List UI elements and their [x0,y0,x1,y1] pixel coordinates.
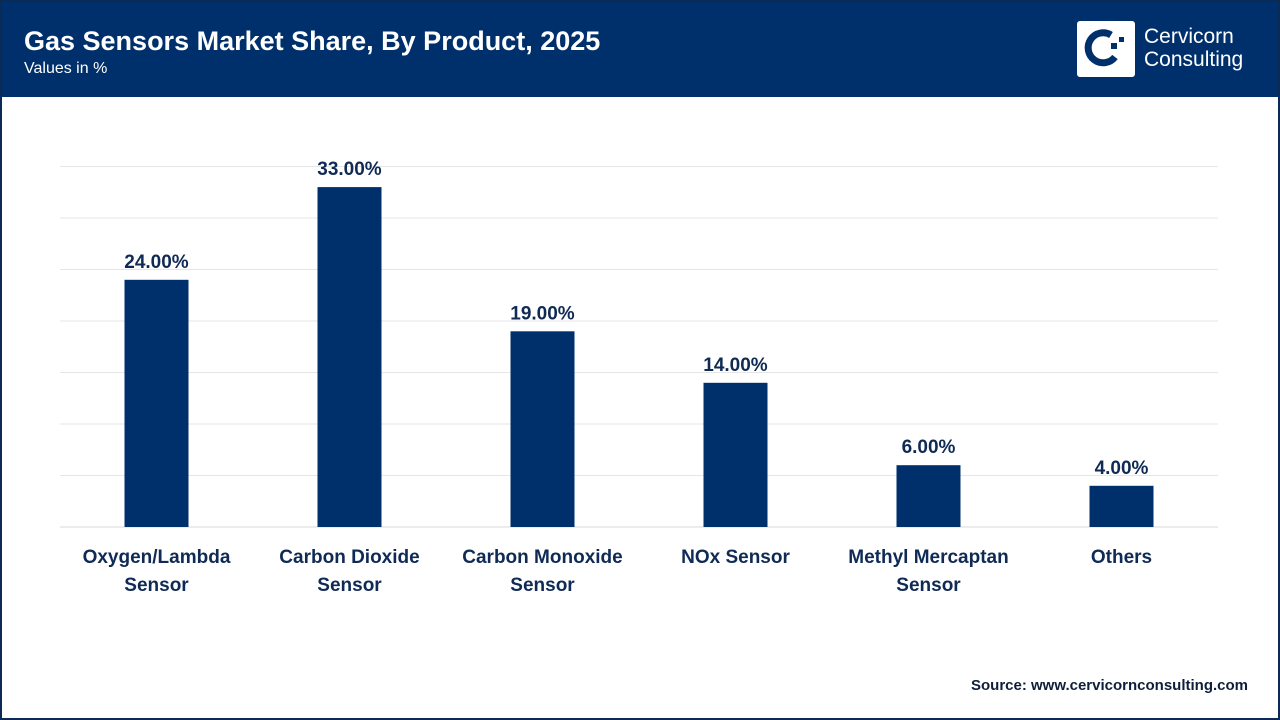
x-tick-label: Sensor [510,575,575,596]
bar [124,279,189,527]
chart-subtitle: Values in % [24,60,108,77]
bar [317,187,382,527]
logo-text: Cervicorn Consulting [1144,25,1243,71]
logo-line2: Consulting [1144,48,1244,71]
x-tick-label: Others [1091,547,1152,568]
chart-title: Gas Sensors Market Share, By Product, 20… [24,26,601,56]
data-label: 6.00% [902,437,956,458]
x-tick-label: Sensor [896,575,961,596]
bar [510,331,575,527]
data-label: 24.00% [124,252,189,273]
x-tick-label: NOx Sensor [681,547,790,568]
data-label: 19.00% [510,303,575,324]
source-note: Source: www.cervicornconsulting.com [970,677,1248,694]
x-tick-label: Carbon Monoxide [462,547,622,568]
x-tick-label: Sensor [317,575,382,596]
bar [703,382,768,527]
data-label: 4.00% [1095,458,1149,479]
logo-icon [1077,21,1135,77]
logo-line1: Cervicorn [1144,25,1234,48]
data-label: 33.00% [317,159,382,180]
x-tick-label: Methyl Mercaptan [848,547,1008,568]
data-label: 14.00% [703,355,768,376]
x-tick-label: Carbon Dioxide [279,547,419,568]
x-tick-label: Oxygen/Lambda [83,547,231,568]
bar [1089,485,1154,527]
header-banner: Gas Sensors Market Share, By Product, 20… [0,0,1280,97]
bar [896,465,961,527]
x-tick-label: Sensor [124,575,189,596]
